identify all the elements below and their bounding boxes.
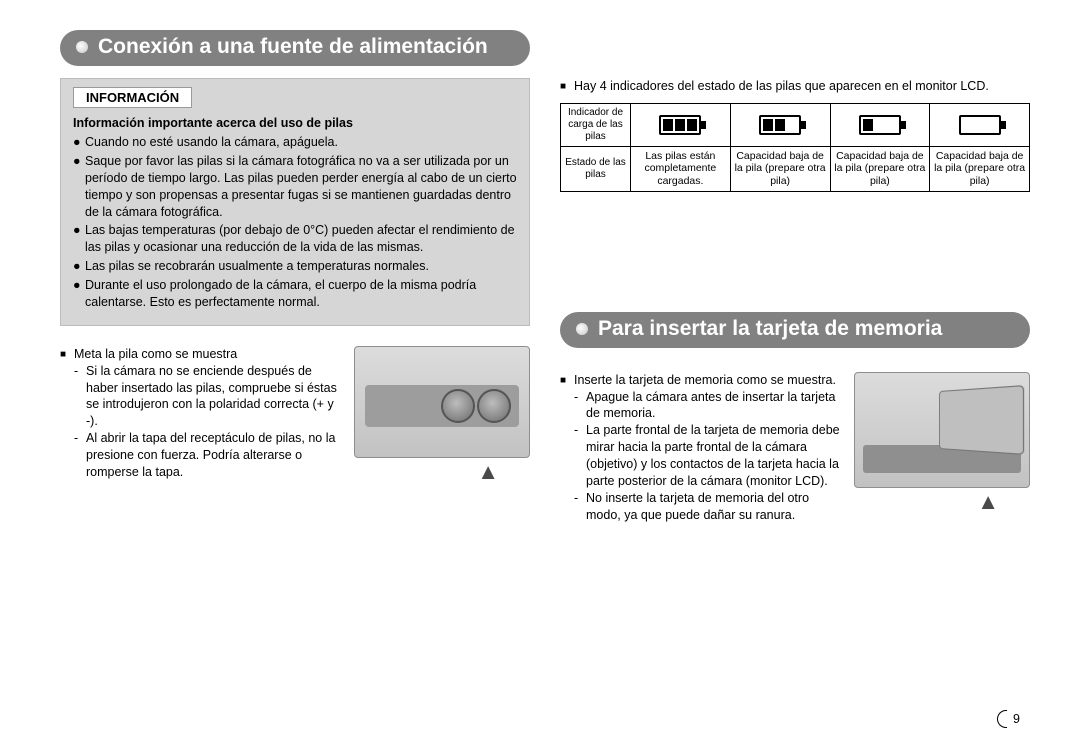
battery-two-icon	[759, 115, 801, 135]
info-bullet: ●Cuando no esté usando la cámara, apágue…	[73, 134, 517, 151]
info-bullet: ●Las bajas temperaturas (por debajo de 0…	[73, 222, 517, 256]
information-subheading: Información importante acerca del uso de…	[73, 116, 517, 130]
left-column: Conexión a una fuente de alimentación IN…	[60, 30, 530, 726]
memory-insert-text: ■ Inserte la tarjeta de memoria como se …	[560, 372, 842, 524]
battery-icon-cell	[631, 103, 731, 146]
info-bullet: ●Saque por favor las pilas si la cámara …	[73, 153, 517, 221]
info-bullet: ●Durante el uso prolongado de la cámara,…	[73, 277, 517, 311]
battery-one-icon	[859, 115, 901, 135]
page-number: 9	[997, 710, 1020, 728]
heading-dot-icon	[76, 41, 88, 53]
heading-connection: Conexión a una fuente de alimentación	[60, 30, 530, 66]
battery-icon-cell	[730, 103, 830, 146]
battery-insert-lead: ■ Meta la pila como se muestra	[60, 346, 342, 363]
heading-dot-icon	[576, 323, 588, 335]
right-column: ■ Hay 4 indicadores del estado de las pi…	[560, 30, 1030, 726]
arrow-up-icon: ▲	[477, 459, 499, 485]
memory-sub: -No inserte la tarjeta de memoria del ot…	[560, 490, 842, 524]
battery-status-table: Indicador de carga de las pilas Estado d…	[560, 103, 1030, 192]
battery-full-icon	[659, 115, 701, 135]
camera-memory-illustration: ▲	[854, 372, 1030, 488]
battery-state-cell: Capacidad baja de la pila (prepare otra …	[830, 146, 930, 191]
memory-sub: -La parte frontal de la tarjeta de memor…	[560, 422, 842, 490]
info-bullet: ●Las pilas se recobrarán usualmente a te…	[73, 258, 517, 275]
heading-memory-text: Para insertar la tarjeta de memoria	[598, 317, 942, 341]
battery-icon-cell	[830, 103, 930, 146]
information-bullets: ●Cuando no esté usando la cámara, apágue…	[73, 134, 517, 311]
battery-icon-cell	[930, 103, 1030, 146]
pagenum-bracket-icon	[997, 710, 1007, 728]
information-box: INFORMACIÓN Información importante acerc…	[60, 78, 530, 326]
camera-battery-illustration: ▲	[354, 346, 530, 458]
lcd-indicators-lead: ■ Hay 4 indicadores del estado de las pi…	[560, 78, 1030, 95]
table-row-state: Estado de las pilas	[561, 146, 631, 191]
table-row-indicator: Indicador de carga de las pilas	[561, 103, 631, 146]
information-label: INFORMACIÓN	[73, 87, 192, 108]
battery-state-cell: Capacidad baja de la pila (prepare otra …	[730, 146, 830, 191]
battery-state-cell: Capacidad baja de la pila (prepare otra …	[930, 146, 1030, 191]
battery-insert-text: ■ Meta la pila como se muestra -Si la cá…	[60, 346, 342, 481]
memory-insert-lead: ■ Inserte la tarjeta de memoria como se …	[560, 372, 842, 389]
memory-sub: -Apague la cámara antes de insertar la t…	[560, 389, 842, 423]
memory-insert-row: ■ Inserte la tarjeta de memoria como se …	[560, 372, 1030, 524]
battery-sub: -Al abrir la tapa del receptáculo de pil…	[60, 430, 342, 481]
manual-page: Conexión a una fuente de alimentación IN…	[0, 0, 1080, 746]
arrow-up-icon: ▲	[977, 489, 999, 515]
heading-memory: Para insertar la tarjeta de memoria	[560, 312, 1030, 348]
battery-state-cell: Las pilas están completamente cargadas.	[631, 146, 731, 191]
battery-insert-row: ■ Meta la pila como se muestra -Si la cá…	[60, 346, 530, 481]
heading-connection-text: Conexión a una fuente de alimentación	[98, 35, 488, 59]
battery-sub: -Si la cámara no se enciende después de …	[60, 363, 342, 431]
battery-empty-icon	[959, 115, 1001, 135]
